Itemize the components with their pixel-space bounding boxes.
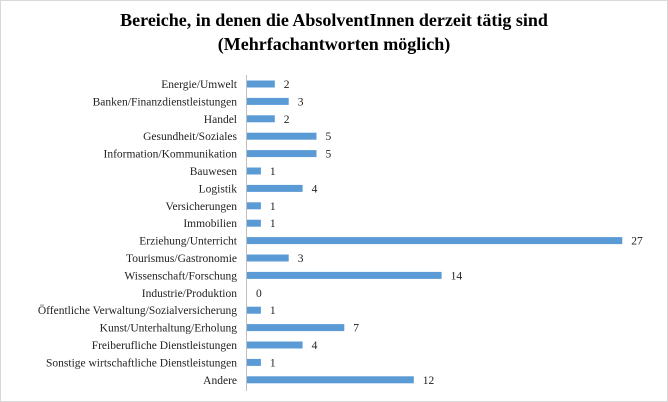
data-label: 1: [270, 305, 276, 317]
category-label: Versicherungen: [165, 201, 237, 213]
data-label: 12: [423, 375, 435, 387]
data-label: 1: [270, 218, 276, 230]
category-label: Öffentliche Verwaltung/Sozialversicherun…: [38, 303, 237, 317]
data-label: 1: [270, 201, 276, 213]
category-label: Kunst/Unterhaltung/Erholung: [100, 323, 238, 335]
data-label: 4: [312, 340, 318, 352]
category-label: Erziehung/Unterricht: [139, 236, 238, 248]
data-label: 2: [284, 79, 290, 91]
data-label: 27: [631, 236, 643, 248]
category-label: Sonstige wirtschaftliche Dienstleistunge…: [46, 357, 237, 369]
data-label: 1: [270, 166, 276, 178]
bar: [247, 150, 317, 158]
data-label: 4: [312, 183, 318, 195]
category-label: Information/Kommunikation: [103, 149, 237, 161]
bar: [247, 115, 275, 123]
data-label: 3: [298, 96, 304, 108]
data-label: 0: [256, 288, 262, 300]
data-label: 3: [298, 253, 304, 265]
category-label: Andere: [203, 375, 237, 387]
bar: [247, 167, 261, 175]
category-label: Logistik: [199, 183, 238, 195]
category-label: Freiberufliche Dienstleistungen: [92, 340, 238, 352]
data-label: 1: [270, 357, 276, 369]
category-label: Gesundheit/Soziales: [143, 131, 237, 143]
data-label: 2: [284, 114, 290, 126]
bar: [247, 219, 261, 227]
chart-title-line2: (Mehrfachantworten möglich): [217, 34, 451, 54]
chart-title: Bereiche, in denen die AbsolventInnen de…: [1, 8, 667, 56]
bar: [247, 80, 275, 88]
category-label: Energie/Umwelt: [161, 79, 238, 91]
bar: [247, 97, 289, 105]
data-label: 5: [326, 149, 332, 161]
bar: [247, 237, 623, 245]
bar: [247, 306, 261, 314]
data-label: 7: [353, 323, 359, 335]
chart-title-line1: Bereiche, in denen die AbsolventInnen de…: [120, 10, 548, 30]
bar: [247, 271, 442, 279]
bar: [247, 358, 261, 366]
bar: [247, 184, 303, 192]
category-label: Banken/Finanzdienstleistungen: [93, 96, 238, 108]
category-label: Immobilien: [183, 218, 237, 230]
bar: [247, 202, 261, 210]
category-label: Bauwesen: [190, 166, 238, 178]
category-label: Wissenschaft/Forschung: [124, 270, 237, 282]
category-label: Handel: [204, 114, 237, 126]
bar: [247, 376, 414, 384]
data-label: 5: [326, 131, 332, 143]
category-label: Tourismus/Gastronomie: [126, 253, 237, 265]
bar: [247, 132, 317, 140]
bar: [247, 324, 345, 332]
bar: [247, 254, 289, 262]
bar: [247, 341, 303, 349]
category-label: Industrie/Produktion: [142, 288, 237, 300]
data-label: 14: [451, 270, 463, 282]
